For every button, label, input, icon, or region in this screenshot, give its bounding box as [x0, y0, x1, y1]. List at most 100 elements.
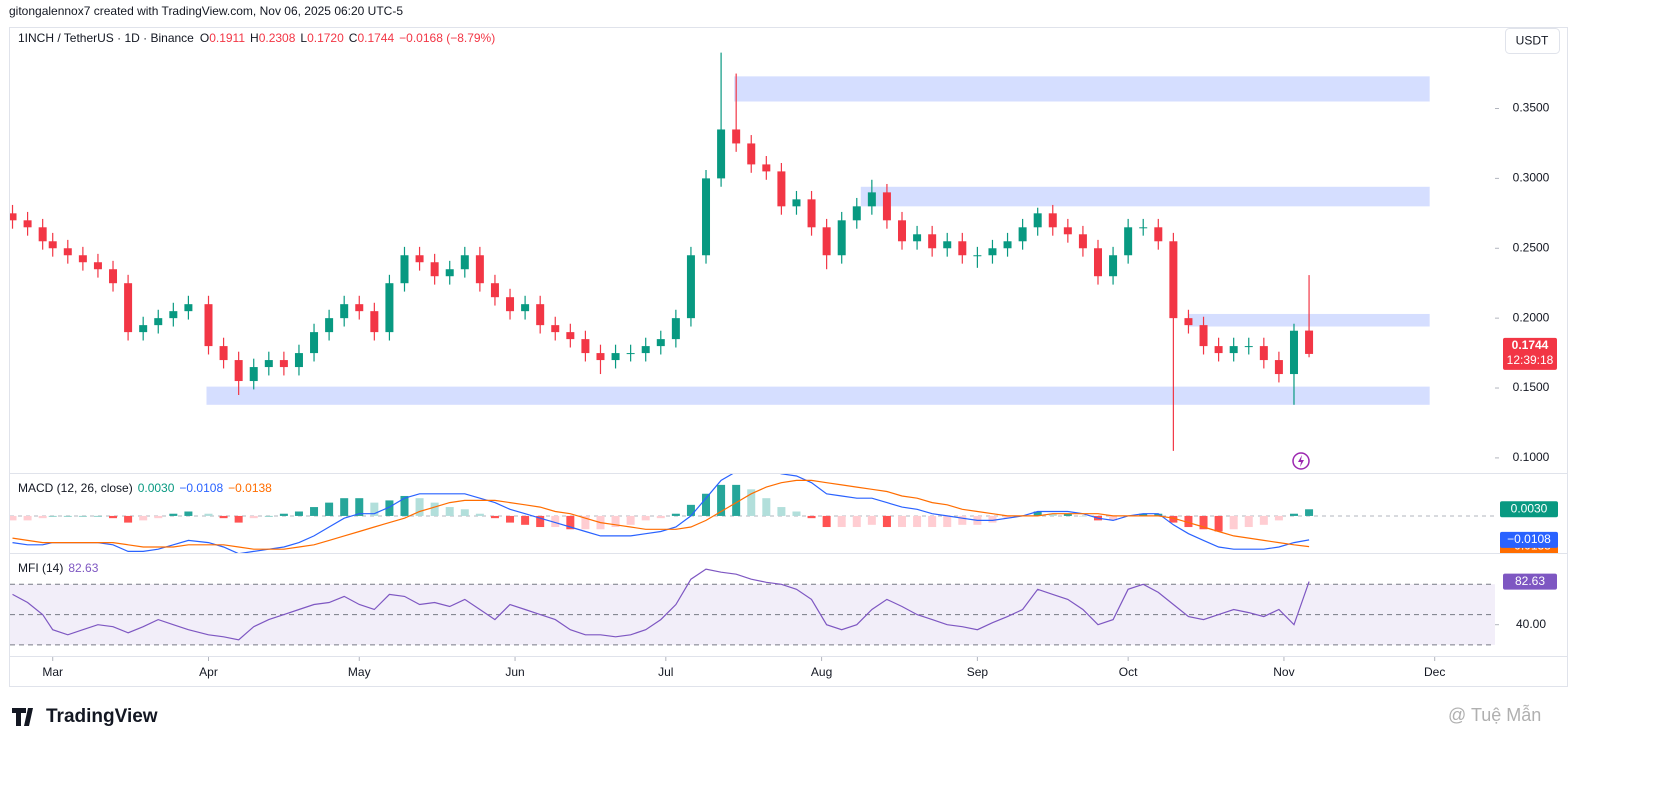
candle-body: [279, 360, 288, 368]
candle-body: [234, 360, 243, 382]
candle-body: [747, 143, 756, 165]
macd-histogram-bar: [1048, 513, 1057, 516]
ohlc-key: O: [200, 31, 209, 45]
candle-body: [958, 241, 967, 256]
candle-body: [1184, 318, 1193, 326]
candle-body: [1199, 325, 1208, 347]
x-tick-label: Apr: [199, 665, 218, 679]
mfi-value: 82.63: [68, 561, 98, 575]
y-tick-label: 0.1000: [1513, 450, 1550, 464]
candle-body: [310, 332, 319, 354]
candle-body: [109, 269, 118, 284]
candle-body: [702, 178, 711, 256]
candle-body: [671, 318, 680, 340]
macd-histogram-bar: [747, 489, 756, 516]
candle-body: [1093, 248, 1102, 277]
candle-body: [1078, 234, 1087, 249]
macd-legend: MACD (12, 26, close) 0.0030 −0.0108 −0.0138: [18, 481, 272, 495]
macd-histogram-bar: [777, 507, 786, 516]
macd-histogram-bar: [762, 498, 771, 516]
candle-body: [792, 199, 801, 207]
currency[interactable]: USDT: [1516, 34, 1549, 48]
y-tick-label: 40.00: [1516, 617, 1546, 631]
candle-body: [1229, 346, 1238, 354]
macd-histogram-bar: [1214, 515, 1223, 532]
countdown: 12:39:18: [1507, 353, 1554, 367]
x-tick-label: Nov: [1273, 665, 1294, 679]
macd-histogram-bar: [988, 515, 997, 523]
macd-histogram-bar: [1078, 515, 1087, 517]
ohlc-key: H: [250, 31, 259, 45]
mfi-badge: [1503, 573, 1557, 590]
ohlc-key: L: [300, 31, 307, 45]
macd-histogram-bar: [415, 498, 424, 516]
candle-body: [325, 318, 334, 333]
chart-frame: [9, 27, 1568, 687]
macd-histogram-bar: [1305, 509, 1314, 516]
x-tick-label: Aug: [811, 665, 832, 679]
candle-body: [460, 255, 469, 270]
macd-badge: [1500, 501, 1558, 518]
macd-histogram-bar: [1274, 515, 1283, 521]
macd-histogram-bar: [1154, 513, 1163, 516]
macd-histogram-bar: [490, 515, 499, 519]
candle-body: [928, 234, 937, 249]
candle-body: [506, 297, 515, 312]
macd-histogram-bar: [732, 484, 741, 516]
candle-body: [63, 248, 72, 256]
macd-histogram-bar: [385, 500, 394, 516]
macd-histogram-bar: [310, 507, 319, 516]
candle-body: [913, 234, 922, 242]
candle-body: [475, 255, 484, 284]
candle-body: [973, 255, 982, 257]
x-tick-label: Jul: [658, 665, 673, 679]
mfi-legend: MFI (14) 82.63: [18, 561, 99, 575]
candle-body: [415, 255, 424, 263]
candle-body: [626, 353, 635, 355]
ohlc-value: 0.2308: [259, 31, 296, 45]
macd-line: [12, 474, 1310, 553]
macd-badge-label: 0.0030: [1511, 501, 1548, 515]
candle-body: [1139, 227, 1148, 229]
symbol: 1INCH / TetherUS · 1D · Binance: [18, 31, 194, 45]
macd-histogram-bar: [154, 515, 163, 519]
macd-histogram-bar: [234, 515, 243, 523]
candle-body: [1259, 346, 1268, 361]
macd-badge-label: −0.0108: [1507, 532, 1551, 546]
candle-body: [566, 332, 575, 340]
macd-histogram-bar: [1109, 515, 1118, 521]
mfi-line: [12, 568, 1310, 641]
macd-histogram-bar: [686, 504, 695, 516]
macd-histogram-bar: [822, 515, 831, 528]
candle-body: [445, 269, 454, 277]
candle-body: [882, 192, 891, 221]
candle-body: [10, 213, 17, 221]
candle-body: [78, 255, 87, 263]
y-tick-label: 0.2000: [1513, 310, 1550, 324]
candle-body: [777, 171, 786, 207]
macd-histogram-bar: [1289, 513, 1298, 516]
candle-body: [1154, 227, 1163, 242]
macd-histogram-bar: [1063, 513, 1072, 516]
macd-histogram-bar: [837, 515, 846, 528]
macd-histogram-bar: [1139, 513, 1148, 516]
macd-histogram-bar: [671, 513, 680, 516]
candle-body: [822, 227, 831, 256]
zone: [860, 186, 1430, 207]
candle-body: [219, 346, 228, 361]
currency-button[interactable]: [1505, 28, 1560, 54]
axes: 0.1000 0.1500 0.2000 0.2500 0.3000 0.3500 Mar A…: [42, 101, 1558, 679]
macd-histogram-bar: [1244, 515, 1253, 528]
macd-histogram-bar: [958, 515, 967, 525]
macd-histogram-bar: [656, 515, 665, 519]
x-tick-label: Oct: [1119, 665, 1138, 679]
macd-histogram-bar: [475, 513, 484, 516]
macd-histogram-bar: [943, 515, 952, 528]
macd-histogram-bar: [63, 515, 72, 517]
candle-body: [943, 241, 952, 249]
signal-line: [12, 479, 1310, 550]
zone: [206, 386, 1430, 405]
macd-histogram-bar: [109, 515, 118, 519]
y-tick-label: 0.3000: [1513, 171, 1550, 185]
macd-histogram-bar: [355, 498, 364, 516]
